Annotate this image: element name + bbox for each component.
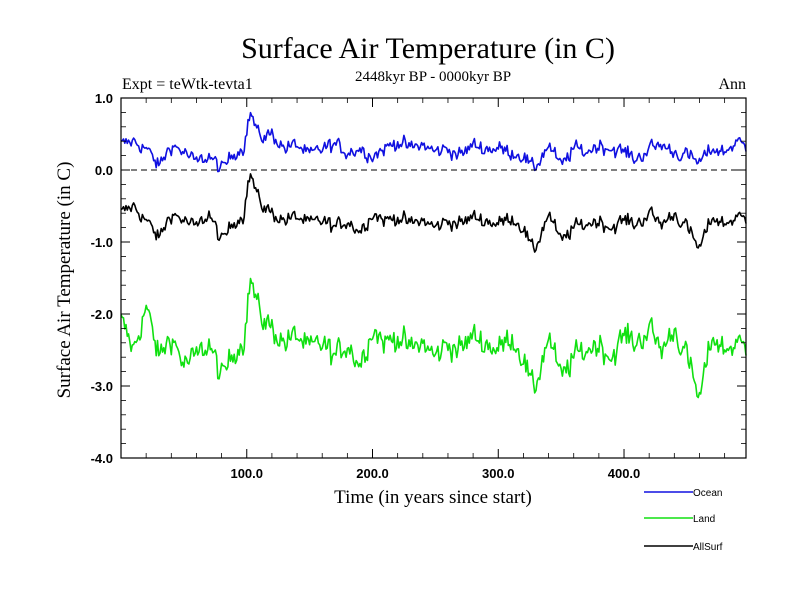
x-tick-label: 400.0	[608, 466, 641, 481]
x-tick-label: 100.0	[230, 466, 263, 481]
legend-label-allsurf: AllSurf	[693, 542, 723, 553]
x-tick-label: 200.0	[356, 466, 389, 481]
chart-subtitle: 2448kyr BP - 0000kyr BP	[355, 69, 511, 85]
legend: Ocean Land AllSurf	[644, 488, 723, 553]
legend-label-ocean: Ocean	[693, 488, 722, 499]
experiment-label: Expt = teWtk-tevta1	[122, 76, 253, 93]
y-tick-label: -1.0	[91, 235, 113, 250]
y-tick-label: 1.0	[95, 91, 113, 106]
y-tick-label: -4.0	[91, 451, 113, 466]
series-line-allsurf	[120, 173, 747, 253]
season-label: Ann	[718, 76, 746, 93]
axes-layer: 1.0 0.0 -1.0 -2.0 -3.0 -4.0 100.0 200.0 300.0 400…	[91, 91, 747, 481]
y-tick-label: -3.0	[91, 379, 113, 394]
chart-title: Surface Air Temperature (in C)	[241, 32, 615, 65]
plot-frame	[120, 97, 747, 459]
y-axis-label: Surface Air Temperature (in C)	[54, 162, 75, 399]
series-layer	[120, 111, 747, 399]
x-axis-label: Time (in years since start)	[334, 487, 532, 508]
x-tick-label: 300.0	[482, 466, 515, 481]
y-tick-label: -2.0	[91, 307, 113, 322]
legend-label-land: Land	[693, 514, 715, 525]
y-tick-label: 0.0	[95, 163, 113, 178]
series-line-ocean	[120, 111, 747, 173]
series-line-land	[120, 277, 747, 399]
